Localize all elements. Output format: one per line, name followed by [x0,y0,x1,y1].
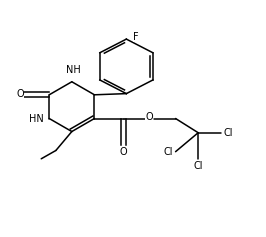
Text: F: F [133,32,139,42]
Text: Cl: Cl [163,147,173,157]
Text: O: O [120,147,127,157]
Text: O: O [16,89,24,99]
Text: Cl: Cl [223,128,233,138]
Text: Cl: Cl [193,161,203,171]
Text: HN: HN [29,114,44,123]
Text: NH: NH [66,65,81,75]
Text: O: O [145,112,153,122]
